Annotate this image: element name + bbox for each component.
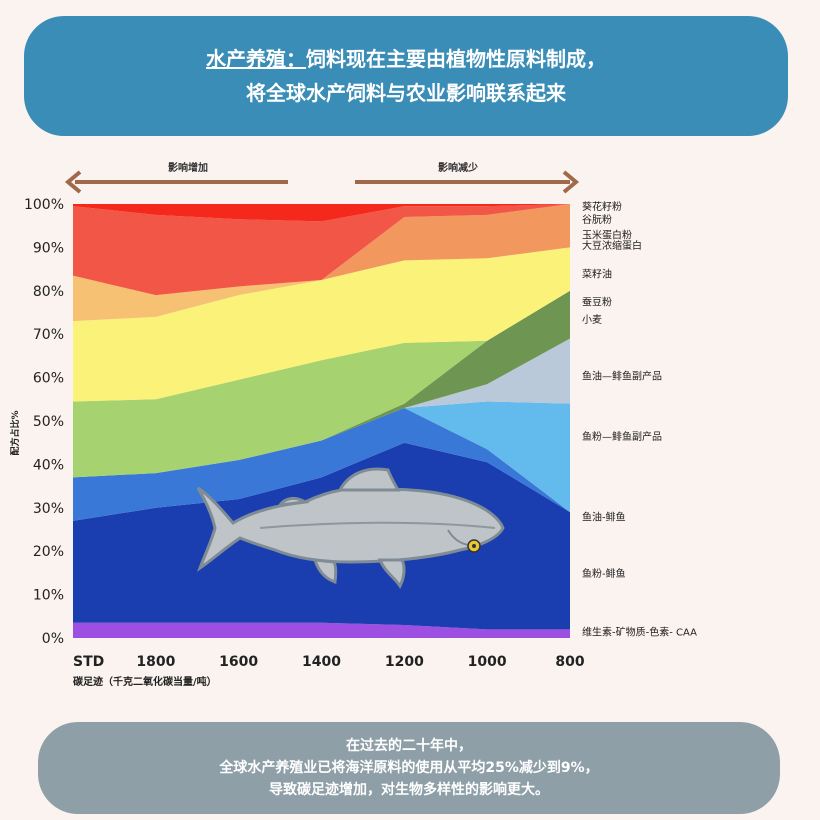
summary-banner: 在过去的二十年中， 全球水产养殖业已将海洋原料的使用从平均25%减少到9%， 导… [38,722,780,814]
legend-label-2: 玉米蛋白粉 [582,228,632,241]
legend-label-3: 大豆浓缩蛋白 [582,239,642,252]
legend-label-5: 蚕豆粉 [582,296,612,309]
x-axis-label: 碳足迹（千克二氧化碳当量/吨） [73,675,217,688]
legend-label-8: 鱼粉—鲱鱼副产品 [582,430,662,443]
y-tick-label: 80% [33,284,64,300]
legend-label-4: 菜籽油 [582,267,612,280]
area-series-3 [73,401,570,513]
y-axis-label: 配方占比% [9,410,21,455]
area-series-2 [73,407,570,521]
title-text-1: 饲料现在主要由植物性原料制成， [306,47,606,71]
arrow-left-head [64,170,82,194]
x-tick-label: 800 [555,654,584,670]
y-tick-label: 40% [33,457,64,473]
y-tick-label: 0% [42,631,64,647]
arrow-right-head [562,170,580,194]
area-series-5 [73,290,570,478]
y-tick-label: 100% [24,197,64,213]
y-tick-label: 10% [33,588,64,604]
y-tick-label: 50% [33,414,64,430]
area-series-8 [73,247,570,322]
arrow-right-label: 影响减少 [438,161,478,174]
area-series-7 [73,247,570,402]
area-series-10 [73,204,570,296]
legend-label-6: 小麦 [582,314,602,326]
x-tick-label: 1600 [219,654,258,670]
title-line-1: 水产养殖：饲料现在主要由植物性原料制成， [206,42,606,76]
impact-arrows: 影响增加 影响减少 [64,161,580,194]
chart-legend: 葵花籽粉谷朊粉玉米蛋白粉大豆浓缩蛋白菜籽油蚕豆粉小麦鱼油—鲱鱼副产品鱼粉—鲱鱼副… [582,200,697,638]
y-tick-label: 30% [33,501,64,517]
arrow-left-label: 影响增加 [168,161,208,174]
legend-label-10: 鱼粉-鲱鱼 [582,567,626,580]
x-tick-label: 1200 [385,654,424,670]
summary-line-1: 在过去的二十年中， [346,738,472,754]
title-highlight: 水产养殖： [206,47,306,71]
legend-label-1: 谷朊粉 [582,213,612,226]
y-tick-label: 70% [33,327,64,343]
stacked-area-chart: 影响增加 影响减少 0% 10% 20% 30% 40% 50% 60% 70% 80% 90% 10… [9,161,697,688]
y-tick-label: 20% [33,544,64,560]
legend-label-7: 鱼油—鲱鱼副产品 [582,369,662,382]
legend-label-0: 葵花籽粉 [582,200,622,213]
x-tick-label: 1800 [136,654,175,670]
area-series-6 [73,290,570,478]
x-tick-label: 1400 [302,654,341,670]
chart-axes: 0% 10% 20% 30% 40% 50% 60% 70% 80% 90% 100% STD 1800… [9,197,585,688]
y-tick-label: 90% [33,240,64,256]
x-tick-label: 1000 [468,654,507,670]
salmon-illustration [196,467,505,590]
area-series-11 [73,204,570,222]
title-banner: 水产养殖：饲料现在主要由植物性原料制成， 将全球水产饲料与农业影响联系起来 [24,16,788,136]
legend-label-9: 鱼油-鲱鱼 [582,510,626,523]
legend-label-11: 维生素-矿物质-色素- CAA [582,625,697,638]
title-line-2: 将全球水产饲料与农业影响联系起来 [246,81,566,105]
summary-line-2: 全球水产养殖业已将海洋原料的使用从平均25%减少到9%， [219,760,599,776]
area-series-0 [73,622,570,638]
summary-line-3: 导致碳足迹增加，对生物多样性的影响更大。 [269,782,549,798]
area-series-9 [73,204,570,296]
x-tick-label: STD [73,654,104,670]
y-tick-label: 60% [33,371,64,387]
